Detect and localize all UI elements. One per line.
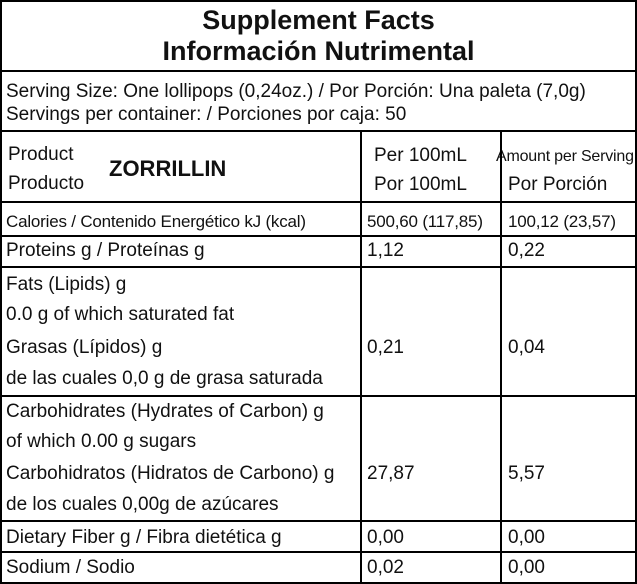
product-label-es: Producto (8, 173, 85, 194)
divider (2, 395, 635, 397)
servings-per-container: Servings per container: / Porciones por … (6, 104, 407, 125)
divider (2, 201, 635, 203)
col-per100-es: Por 100mL (374, 174, 467, 195)
nutrient-name: Proteins g / Proteínas g (6, 240, 205, 261)
nutrient-name: Sodium / Sodio (6, 557, 135, 578)
col-per100-en: Per 100mL (374, 145, 467, 166)
divider (2, 130, 635, 132)
nutrient-line: Carbohidrates (Hydrates of Carbon) g (6, 401, 324, 422)
divider (2, 520, 635, 522)
nutrient-line: de los cuales 0,00g de azúcares (6, 494, 279, 515)
product-label-en: Product (8, 144, 74, 165)
value-per100: 0,00 (367, 527, 404, 548)
value-per100: 27,87 (367, 463, 415, 484)
divider (2, 551, 635, 553)
value-per100: 0,21 (367, 337, 404, 358)
nutrient-name: Calories / Contenido Energético kJ (kcal… (6, 212, 306, 231)
col-serving-en: Amount per Serving (496, 148, 634, 165)
title-english: Supplement Facts (202, 5, 435, 35)
value-serving: 0,04 (508, 337, 545, 358)
nutrient-line: 0.0 g of which saturated fat (6, 304, 235, 325)
value-per100: 0,02 (367, 557, 404, 578)
col-serving-es: Por Porción (508, 174, 608, 195)
nutrient-line: Grasas (Lípidos) g (6, 337, 163, 358)
title-spanish: Información Nutrimental (162, 36, 475, 66)
divider (2, 266, 635, 268)
column-divider (360, 131, 362, 582)
value-per100: 500,60 (117,85) (367, 212, 483, 231)
value-serving: 5,57 (508, 463, 545, 484)
nutrient-line: de las cuales 0,0 g de grasa saturada (6, 368, 323, 389)
product-name: ZORRILLIN (109, 156, 227, 181)
divider (2, 70, 635, 72)
serving-size: Serving Size: One lollipops (0,24oz.) / … (6, 81, 586, 102)
value-serving: 100,12 (23,57) (508, 212, 616, 231)
nutrient-line: Fats (Lipids) g (6, 274, 127, 295)
value-serving: 0,00 (508, 557, 545, 578)
nutrient-line: of which 0.00 g sugars (6, 431, 197, 452)
column-divider (500, 131, 502, 582)
value-serving: 0,22 (508, 240, 545, 261)
divider (2, 235, 635, 237)
nutrient-name: Dietary Fiber g / Fibra dietética g (6, 527, 282, 548)
value-per100: 1,12 (367, 240, 404, 261)
value-serving: 0,00 (508, 527, 545, 548)
nutrient-line: Carbohidratos (Hidratos de Carbono) g (6, 463, 335, 484)
